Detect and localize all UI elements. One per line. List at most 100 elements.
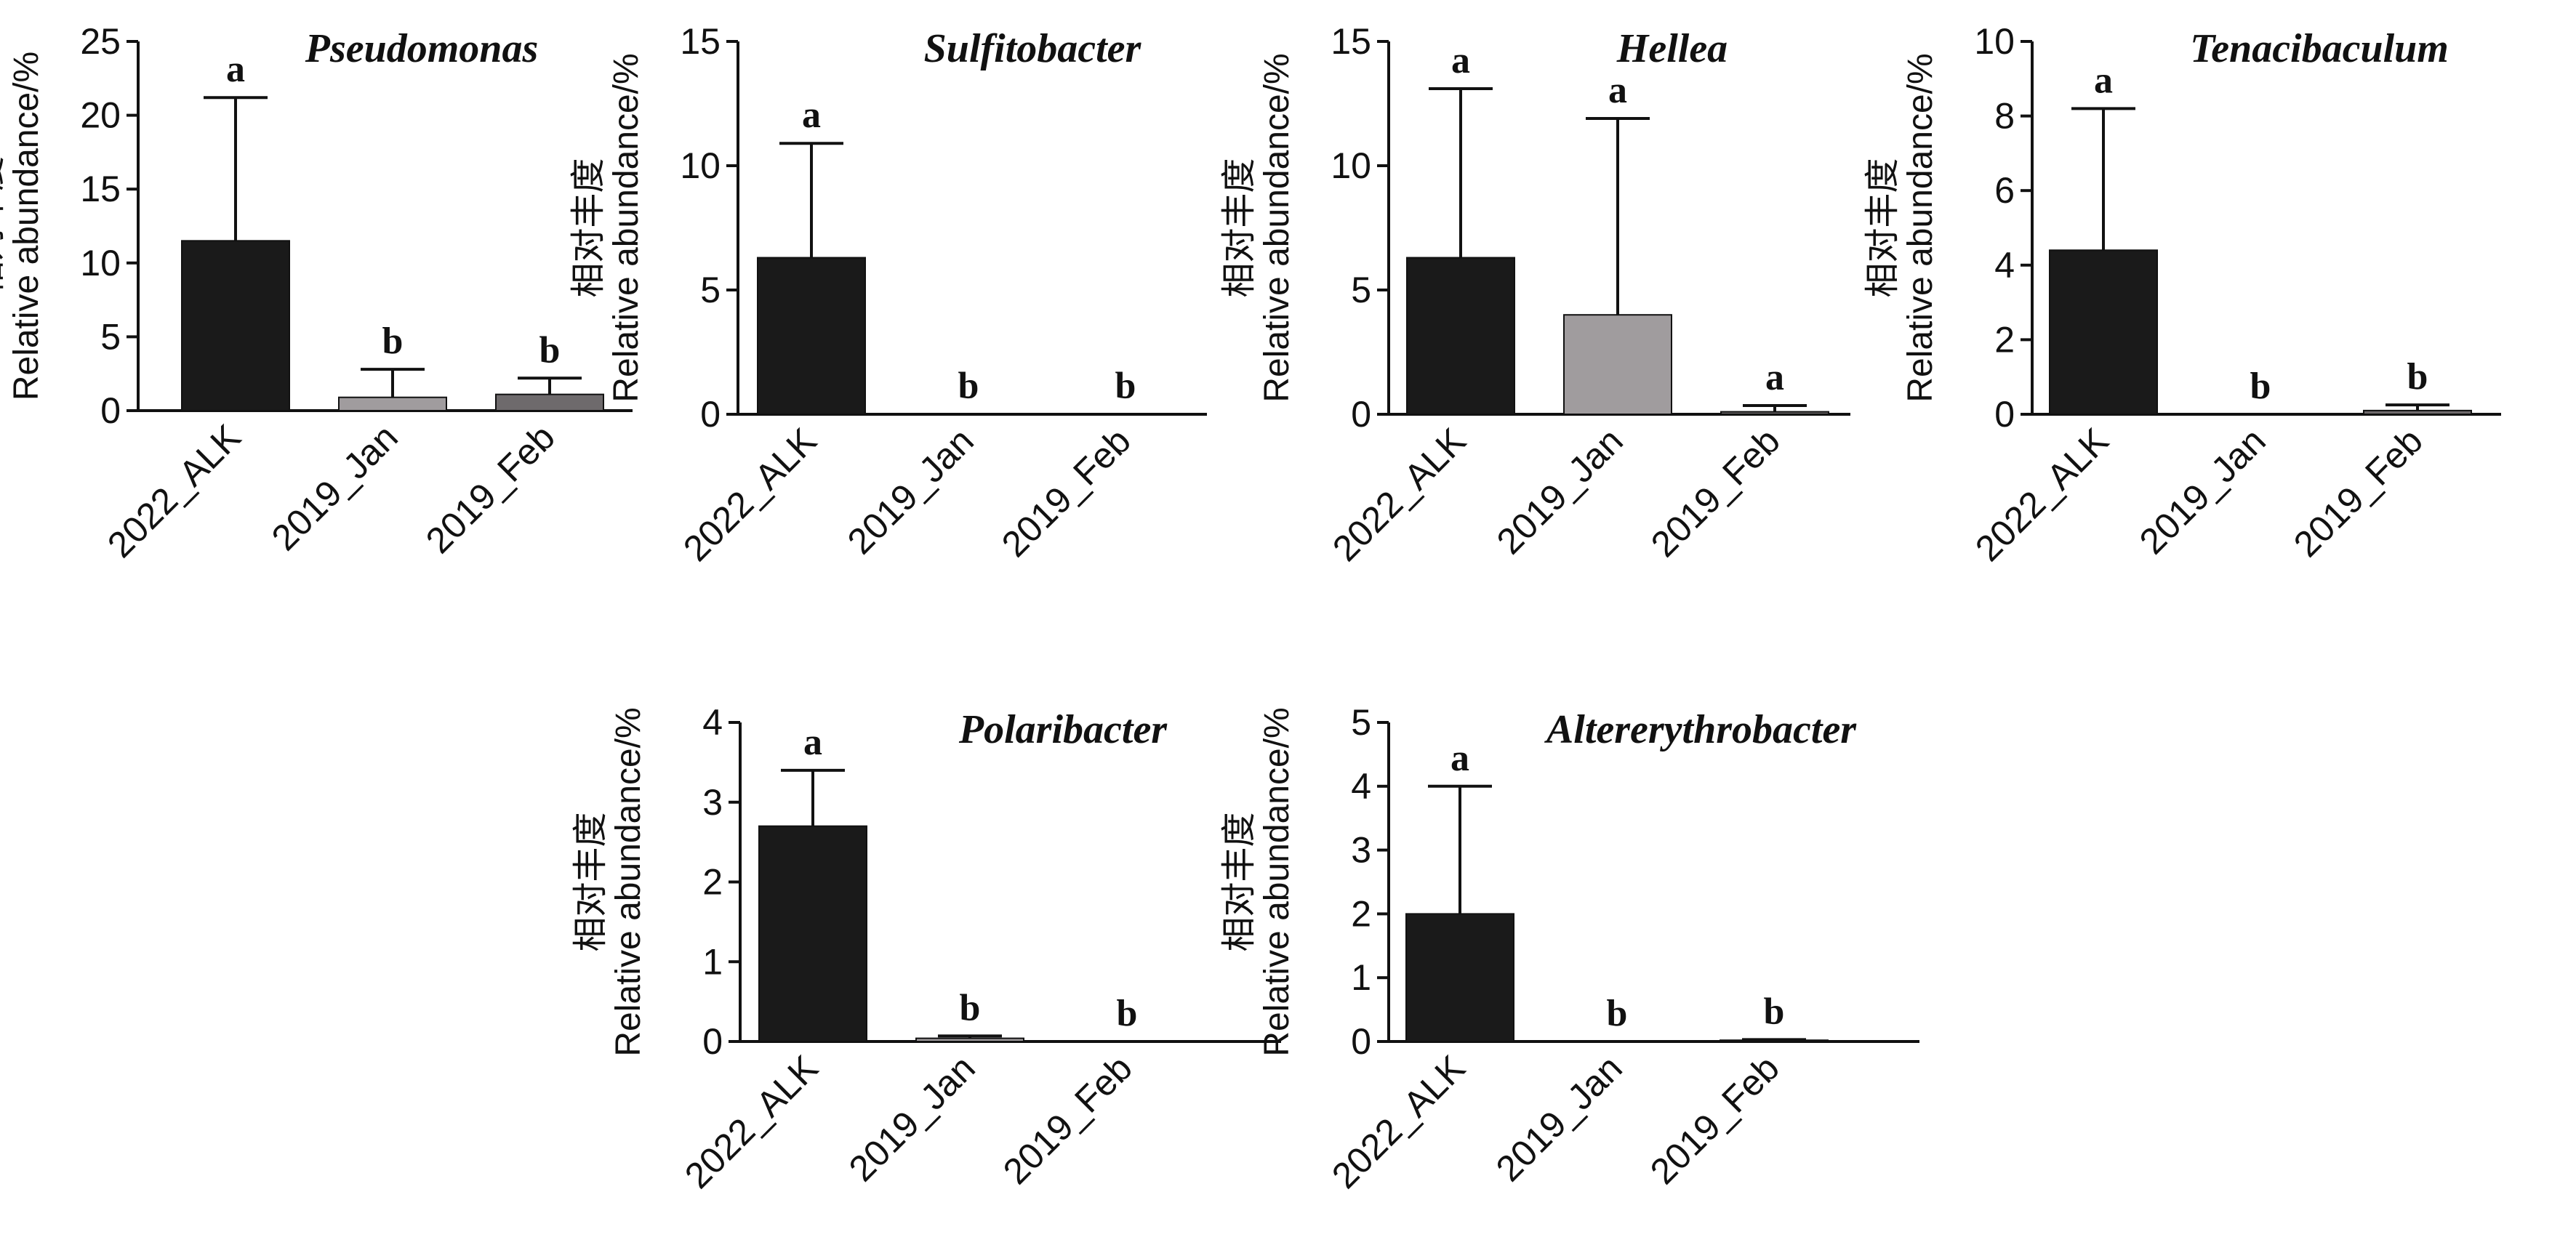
y-tick-label: 5 <box>700 270 721 310</box>
bar-2019-jan <box>915 1037 1024 1042</box>
y-tick-label: 6 <box>1994 170 2015 211</box>
x-tick-label: 2019_Jan <box>264 416 406 558</box>
significance-label: a <box>802 94 821 136</box>
significance-label: a <box>1451 40 1470 81</box>
y-axis-label-en: Relative abundance/% <box>1901 53 1940 402</box>
y-tick-label: 4 <box>1994 245 2015 286</box>
significance-label: b <box>1764 991 1785 1032</box>
x-tick-label: 2019_Feb <box>1643 420 1788 565</box>
y-axis-label-cn: 相对丰度 <box>0 156 9 296</box>
y-axis-label-cn: 相对丰度 <box>568 158 609 297</box>
y-tick-label: 0 <box>1351 394 1371 435</box>
significance-label: b <box>1117 993 1138 1034</box>
x-tick-label: 2019_Feb <box>994 420 1139 565</box>
y-tick-label: 10 <box>680 145 721 186</box>
bar-2022-alk <box>1405 913 1514 1043</box>
x-tick-label: 2022_ALK <box>675 420 824 569</box>
y-tick-label: 5 <box>1351 270 1371 310</box>
y-tick-label: 0 <box>1994 394 2015 435</box>
bar-2019-jan <box>1563 314 1672 416</box>
x-tick-label: 2019_Feb <box>418 416 563 561</box>
bar-2022-alk <box>757 257 866 416</box>
y-tick-label: 4 <box>1351 766 1371 807</box>
y-tick-label: 3 <box>702 782 723 823</box>
y-tick-label: 2 <box>1994 319 2015 360</box>
y-tick-label: 1 <box>1351 957 1371 998</box>
y-tick-label: 10 <box>1974 21 2015 62</box>
bar-2022-alk <box>758 825 867 1043</box>
x-tick-label: 2022_ALK <box>1325 420 1474 569</box>
y-tick-label: 2 <box>702 862 723 903</box>
y-tick-label: 0 <box>100 390 121 431</box>
x-tick-label: 2019_Jan <box>840 420 982 562</box>
significance-label: a <box>1765 357 1784 398</box>
y-tick-label: 3 <box>1351 830 1371 871</box>
significance-label: b <box>2407 356 2428 398</box>
significance-label: b <box>958 365 979 406</box>
x-tick-label: 2019_Feb <box>995 1047 1140 1192</box>
y-axis-label-en: Relative abundance/% <box>607 53 646 402</box>
y-axis-label-en: Relative abundance/% <box>1258 53 1296 402</box>
y-tick-label: 25 <box>80 21 121 62</box>
bar-2022-alk <box>1406 257 1515 416</box>
y-tick-label: 1 <box>702 941 723 982</box>
y-tick-label: 15 <box>80 169 121 209</box>
bar-2019-feb <box>495 393 604 412</box>
x-tick-label: 2022_ALK <box>1967 420 2116 569</box>
panel-title: Tenacibaculum <box>2190 26 2449 71</box>
y-axis-label-cn: 相对丰度 <box>1219 158 1259 297</box>
significance-label: a <box>1608 70 1627 111</box>
y-axis-label-cn: 相对丰度 <box>1862 158 1903 297</box>
panel-title: Altererythrobacter <box>1544 707 1857 752</box>
y-tick-label: 4 <box>702 702 723 743</box>
y-tick-label: 2 <box>1351 893 1371 934</box>
x-tick-label: 2019_Jan <box>1489 420 1631 562</box>
significance-label: b <box>382 321 404 362</box>
bar-2019-feb <box>2363 409 2472 415</box>
x-tick-label: 2022_ALK <box>100 416 249 565</box>
y-tick-label: 10 <box>1331 145 1371 186</box>
significance-label: b <box>1607 993 1628 1034</box>
y-axis-label-en: Relative abundance/% <box>609 707 648 1056</box>
y-tick-label: 5 <box>100 316 121 357</box>
panel-title: Pseudomonas <box>305 26 539 71</box>
significance-label: a <box>803 722 822 763</box>
panel-title: Hellea <box>1616 26 1728 71</box>
y-tick-label: 0 <box>700 394 721 435</box>
x-tick-label: 2019_Feb <box>1642 1047 1787 1192</box>
y-tick-label: 8 <box>1994 96 2015 137</box>
y-axis-label-en: Relative abundance/% <box>7 52 46 400</box>
bar-2022-alk <box>2049 249 2158 415</box>
y-tick-label: 10 <box>80 243 121 283</box>
significance-label: b <box>1115 365 1136 406</box>
bar-2019-jan <box>338 396 447 411</box>
panel-title: Sulfitobacter <box>924 26 1142 71</box>
y-axis-label-cn: 相对丰度 <box>570 812 611 951</box>
y-axis-label-en: Relative abundance/% <box>1258 707 1296 1056</box>
panel-title: Polaribacter <box>958 707 1168 752</box>
significance-label: b <box>539 329 561 371</box>
y-tick-label: 20 <box>80 95 121 136</box>
x-tick-label: 2019_Jan <box>2132 420 2274 562</box>
y-tick-label: 0 <box>702 1021 723 1062</box>
significance-label: a <box>2094 60 2113 101</box>
x-tick-label: 2019_Jan <box>1488 1047 1630 1189</box>
y-tick-label: 15 <box>680 21 721 62</box>
y-axis-label-cn: 相对丰度 <box>1219 812 1259 951</box>
significance-label: a <box>1450 738 1469 779</box>
x-tick-label: 2019_Feb <box>2286 420 2431 565</box>
x-tick-label: 2022_ALK <box>677 1047 826 1196</box>
y-tick-label: 5 <box>1351 702 1371 743</box>
significance-label: a <box>226 49 245 90</box>
significance-label: b <box>960 987 981 1028</box>
y-tick-label: 15 <box>1331 21 1371 62</box>
bar-2022-alk <box>181 240 290 411</box>
